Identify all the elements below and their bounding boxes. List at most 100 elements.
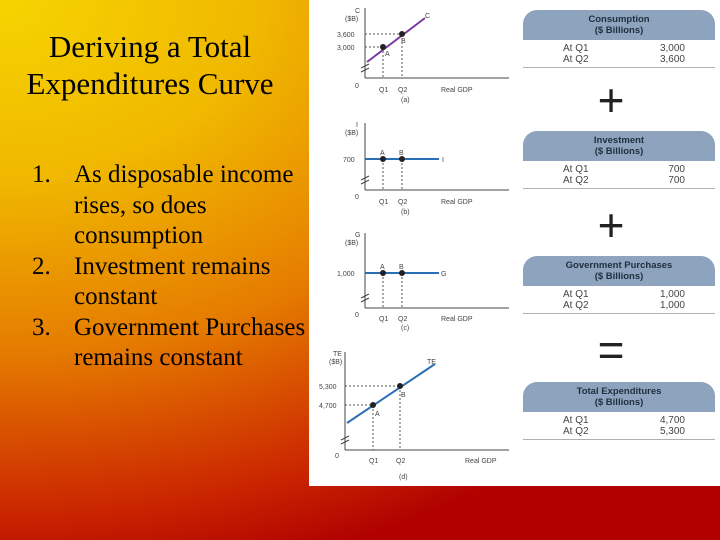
point-a — [380, 270, 386, 276]
y-tick: 4,700 — [319, 403, 337, 410]
figure-panel: C ($B) 3,600 3,000 C A B 0 Q1 Q2 Real GD… — [309, 0, 720, 486]
x-tick: Q2 — [396, 458, 405, 465]
row-value: 5,300 — [659, 426, 685, 437]
table-title: Investment — [593, 135, 645, 146]
table-title: Government Purchases — [565, 260, 673, 271]
y-axis-title: TE — [333, 351, 342, 358]
list-number: 2. — [32, 252, 51, 280]
table-row: At Q1 700 — [523, 164, 715, 175]
total-expenditures-table: Total Expenditures ($ Billions) At Q1 4,7… — [523, 382, 715, 440]
point-label: A — [375, 411, 380, 418]
table-header: Total Expenditures ($ Billions) — [523, 382, 715, 412]
y-axis-unit: ($B) — [345, 130, 358, 137]
y-axis-title: G — [355, 232, 360, 239]
total-expenditures-line — [346, 363, 436, 424]
panel-label: (a) — [401, 97, 410, 104]
row-label: At Q2 — [563, 175, 589, 186]
list-item: 3. Government Purchases remains constant — [32, 313, 312, 374]
y-axis-title: I — [356, 122, 358, 129]
y-tick: 700 — [343, 157, 355, 164]
list-number: 1. — [32, 161, 51, 188]
x-tick: Q2 — [398, 199, 407, 206]
plus-sign: + — [597, 199, 625, 251]
table-title: Total Expenditures — [576, 386, 662, 397]
graph-b: I ($B) 700 A B I 0 Q1 Q2 Real GDP (b) — [343, 122, 509, 216]
point-label: B — [399, 150, 404, 157]
x-tick: Q1 — [379, 316, 388, 323]
row-value: 700 — [668, 175, 685, 186]
x-tick: Q1 — [379, 199, 388, 206]
table-row: At Q1 1,000 — [523, 289, 715, 300]
consumption-table: Consumption ($ Billions) At Q1 3,000 At Q… — [523, 10, 715, 68]
origin-label: 0 — [355, 83, 359, 90]
table-header: Consumption ($ Billions) — [523, 10, 715, 40]
row-value: 3,000 — [659, 43, 685, 54]
point-b — [399, 270, 405, 276]
row-label: At Q2 — [563, 54, 589, 65]
table-title: Consumption — [588, 14, 650, 25]
slide-title: Deriving a Total Expenditures Curve — [26, 29, 274, 102]
y-axis-unit: ($B) — [329, 359, 342, 366]
point-a — [380, 44, 386, 50]
x-tick: Q2 — [398, 87, 407, 94]
table-row: At Q1 3,000 — [523, 43, 715, 54]
table-unit: ($ Billions) — [594, 271, 644, 282]
x-tick: Q2 — [398, 316, 407, 323]
origin-label: 0 — [355, 312, 359, 319]
table-unit: ($ Billions) — [594, 25, 644, 36]
point-label: B — [401, 38, 406, 45]
table-header: Investment ($ Billions) — [523, 131, 715, 161]
origin-label: 0 — [335, 453, 339, 460]
point-a — [370, 402, 376, 408]
y-tick: 3,600 — [337, 32, 355, 39]
row-value: 700 — [668, 164, 685, 175]
row-label: At Q1 — [563, 415, 589, 426]
point-label: A — [380, 150, 385, 157]
y-tick: 5,300 — [319, 384, 337, 391]
row-label: At Q1 — [563, 164, 589, 175]
graph-d: TE ($B) 5,300 4,700 TE A B 0 Q1 Q2 Real … — [319, 351, 509, 481]
row-value: 4,700 — [659, 415, 685, 426]
list-text: As disposable income rises, so does cons… — [74, 161, 294, 249]
plus-sign: + — [597, 74, 625, 126]
table-row: At Q2 700 — [523, 175, 715, 186]
x-axis-label: Real GDP — [441, 316, 473, 323]
graph-c: G ($B) 1,000 A B G 0 Q1 Q2 Real GDP (c) — [337, 232, 509, 332]
consumption-line — [366, 17, 426, 63]
point-b — [397, 383, 403, 389]
panel-label: (d) — [399, 474, 408, 481]
list-item: 2. Investment remains constant — [32, 252, 312, 313]
table-row: At Q1 4,700 — [523, 415, 715, 426]
curve-label: C — [425, 13, 430, 20]
x-axis-label: Real GDP — [465, 458, 497, 465]
y-tick: 1,000 — [337, 271, 355, 278]
government-purchases-table: Government Purchases ($ Billions) At Q1 1… — [523, 256, 715, 314]
x-axis-label: Real GDP — [441, 87, 473, 94]
y-tick: 3,000 — [337, 45, 355, 52]
point-label: B — [399, 264, 404, 271]
row-value: 3,600 — [659, 54, 685, 65]
equals-sign: = — [597, 324, 625, 376]
row-value: 1,000 — [659, 289, 685, 300]
list-text: Government Purchases remains constant — [74, 313, 306, 372]
table-unit: ($ Billions) — [594, 146, 644, 157]
x-tick: Q1 — [369, 458, 378, 465]
row-label: At Q2 — [563, 300, 589, 311]
panel-label: (c) — [401, 325, 409, 332]
x-axis-label: Real GDP — [441, 199, 473, 206]
y-axis-unit: ($B) — [345, 240, 358, 247]
table-row: At Q2 1,000 — [523, 300, 715, 311]
point-label: A — [380, 264, 385, 271]
table-row: At Q2 5,300 — [523, 426, 715, 437]
point-b — [399, 31, 405, 37]
x-tick: Q1 — [379, 87, 388, 94]
list-item: 1. As disposable income rises, so does co… — [32, 160, 312, 252]
curve-label: TE — [427, 359, 436, 366]
curve-label: G — [441, 271, 446, 278]
curve-label: I — [442, 157, 444, 164]
y-axis-unit: ($B) — [345, 16, 358, 23]
table-header: Government Purchases ($ Billions) — [523, 256, 715, 286]
table-row: At Q2 3,600 — [523, 54, 715, 65]
y-axis-title: C — [355, 8, 360, 15]
row-label: At Q1 — [563, 289, 589, 300]
